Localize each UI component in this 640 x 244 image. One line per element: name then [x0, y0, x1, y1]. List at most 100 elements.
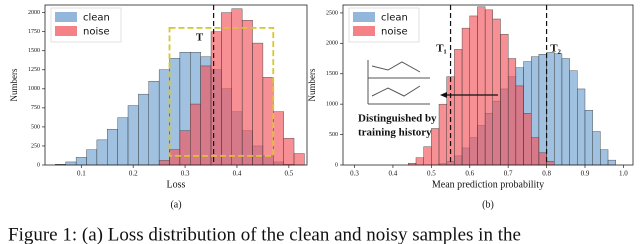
histogram-bar	[561, 58, 570, 166]
histogram-bar	[492, 18, 501, 166]
x-tick-label: 0.4	[389, 170, 398, 178]
y-tick-label: 500	[31, 124, 40, 130]
x-tick-label: 0.5	[284, 170, 293, 178]
histogram-bar	[169, 58, 181, 166]
x-tick-label: 0.5	[427, 170, 436, 178]
x-tick-label: 0.2	[129, 170, 138, 178]
histogram-bar	[273, 111, 284, 166]
x-axis-label: Mean prediction probability	[432, 179, 544, 190]
histogram-bar	[500, 34, 509, 166]
histogram-bar	[241, 20, 253, 166]
histogram-bar	[75, 157, 87, 166]
histogram-bar	[210, 31, 222, 166]
x-tick-label: 0.3	[181, 170, 190, 178]
histogram-bar	[293, 153, 305, 166]
histogram-bar	[283, 138, 295, 166]
histogram-bar	[231, 8, 243, 166]
histogram-bar	[600, 149, 609, 166]
y-tick-label: 1000	[326, 102, 338, 108]
histogram-bar	[169, 149, 181, 166]
histogram-bar	[200, 65, 212, 166]
threshold-label: T₂	[550, 43, 561, 55]
histogram-bar	[107, 128, 118, 166]
plot-frame	[342, 4, 634, 166]
y-tick-label: 250	[31, 143, 40, 149]
caption: Figure 1: (a) Loss distribution of the c…	[8, 224, 521, 244]
icon-line	[371, 85, 421, 97]
histogram-bar	[138, 93, 149, 166]
histogram-bar	[477, 6, 486, 166]
panel-label: (a)	[170, 199, 181, 210]
histogram-bar	[484, 9, 494, 166]
histogram-bar	[117, 117, 129, 166]
histogram-bar	[523, 113, 532, 166]
y-tick-label: 2000	[326, 41, 338, 47]
x-tick-label: 0.3	[350, 170, 359, 178]
arrow-head	[440, 92, 447, 98]
y-tick-label: 2500	[326, 10, 338, 16]
x-tick-label: 0.6	[465, 170, 474, 178]
y-tick-label: 0	[335, 162, 338, 168]
histogram-bar	[515, 85, 524, 166]
histogram-bar	[531, 137, 540, 166]
histogram-bar	[454, 49, 463, 166]
histogram-bar	[584, 110, 593, 166]
histogram-bar	[96, 139, 108, 166]
y-tick-label: 1500	[326, 71, 338, 77]
histogram-bar	[469, 15, 478, 166]
histogram-bar	[158, 160, 170, 166]
histogram-bar	[607, 159, 616, 166]
highlight-box	[168, 26, 275, 157]
y-tick-label: 1750	[28, 29, 40, 35]
y-tick-label: 1250	[28, 67, 40, 73]
y-axis-label: Numbers	[9, 68, 19, 101]
histogram-bar	[127, 105, 139, 166]
histogram-bar	[148, 80, 160, 166]
histogram-bar	[546, 52, 555, 166]
histogram-bar	[546, 161, 555, 166]
legend-swatch	[353, 26, 375, 36]
x-tick-label: 0.4	[233, 170, 242, 178]
histogram-bar	[438, 103, 447, 166]
x-tick-label: 1.0	[619, 170, 628, 178]
legend-swatch	[353, 12, 375, 22]
histogram-bar	[65, 161, 77, 166]
icon-line	[371, 61, 421, 73]
histogram-bar	[592, 131, 601, 166]
legend-label: clean	[381, 13, 408, 24]
annotation-text: Distinguished by	[358, 113, 437, 125]
y-tick-label: 0	[37, 162, 40, 168]
y-tick-label: 1500	[28, 48, 40, 54]
legend-label: noise	[381, 27, 408, 38]
histogram-bar	[221, 12, 232, 166]
histogram-bar	[423, 146, 432, 166]
histogram-bar	[554, 53, 563, 166]
x-tick-label: 0.8	[542, 170, 551, 178]
histogram-bar	[262, 77, 274, 166]
panel-label: (b)	[482, 199, 494, 210]
histogram-bar	[538, 54, 547, 166]
threshold-label: T₁	[436, 43, 447, 55]
y-tick-label: 1000	[28, 86, 40, 92]
annotation-text: training history	[358, 127, 432, 139]
y-tick-label: 750	[31, 105, 40, 111]
histogram-bar	[158, 69, 170, 166]
histogram-bar	[507, 58, 517, 166]
histogram-bar	[415, 157, 424, 166]
legend-label: clean	[83, 13, 110, 24]
histogram-bar	[179, 130, 191, 166]
histogram-bar	[538, 152, 547, 166]
histogram-bar	[461, 27, 470, 166]
histogram-bar	[569, 70, 578, 166]
histogram-bar	[577, 88, 586, 166]
x-tick-label: 0.7	[504, 170, 513, 178]
x-tick-label: 0.1	[77, 170, 86, 178]
history-icon	[367, 60, 430, 105]
y-tick-label: 2000	[28, 10, 40, 16]
x-axis-label: Loss	[167, 179, 186, 190]
box-label: T	[196, 31, 204, 43]
legend-label: noise	[83, 27, 110, 38]
y-axis-label: Numbers	[307, 68, 317, 101]
histogram-bar	[86, 149, 98, 166]
